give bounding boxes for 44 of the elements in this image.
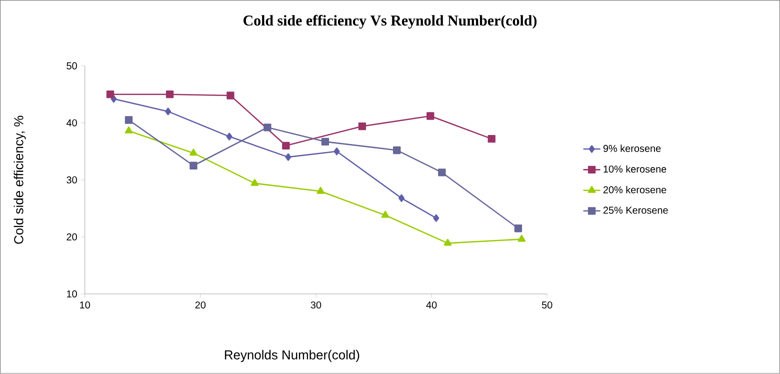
point [166, 90, 174, 98]
point [316, 186, 325, 194]
point [321, 138, 330, 146]
point [264, 124, 272, 132]
y-tick-label: 40 [66, 119, 77, 126]
point [226, 132, 232, 140]
y-tick-label: 30 [66, 176, 77, 184]
point [250, 178, 259, 186]
point [226, 92, 234, 100]
x-tick-label: 30 [310, 302, 322, 309]
legend-label: 9% kerosene [603, 144, 661, 152]
x-tick-label: 10 [80, 302, 90, 309]
point [433, 214, 440, 222]
y-tick-label: 10 [67, 290, 77, 298]
y-tick-label: 20 [66, 233, 77, 241]
point [381, 210, 390, 218]
legend-label: 10% kerosene [604, 165, 666, 173]
point [190, 148, 198, 156]
y-axis-title: Cold side efficiency, % [14, 116, 26, 244]
point [124, 126, 133, 134]
point [488, 135, 496, 143]
point [165, 108, 172, 116]
chart-title: Cold side efficiency Vs Reynold Number(cold) [244, 15, 537, 29]
point [190, 162, 198, 170]
point [124, 116, 133, 124]
point [285, 153, 292, 162]
point [426, 112, 434, 120]
x-tick-label: 40 [426, 302, 437, 309]
x-axis-title: Reynolds Number(cold) [224, 350, 360, 362]
legend-label: 20% kerosene [603, 186, 666, 194]
point [518, 234, 526, 242]
point [358, 122, 366, 130]
point [398, 194, 405, 202]
point [282, 142, 290, 150]
y-tick-label: 50 [66, 62, 77, 70]
point [444, 238, 452, 246]
point [334, 148, 340, 156]
point [106, 90, 114, 98]
point [393, 146, 401, 154]
point [514, 224, 522, 232]
x-tick-label: 20 [195, 302, 206, 309]
x-tick-label: 50 [542, 302, 552, 309]
legend-label: 25% Kerosene [603, 206, 668, 214]
point [438, 168, 446, 176]
